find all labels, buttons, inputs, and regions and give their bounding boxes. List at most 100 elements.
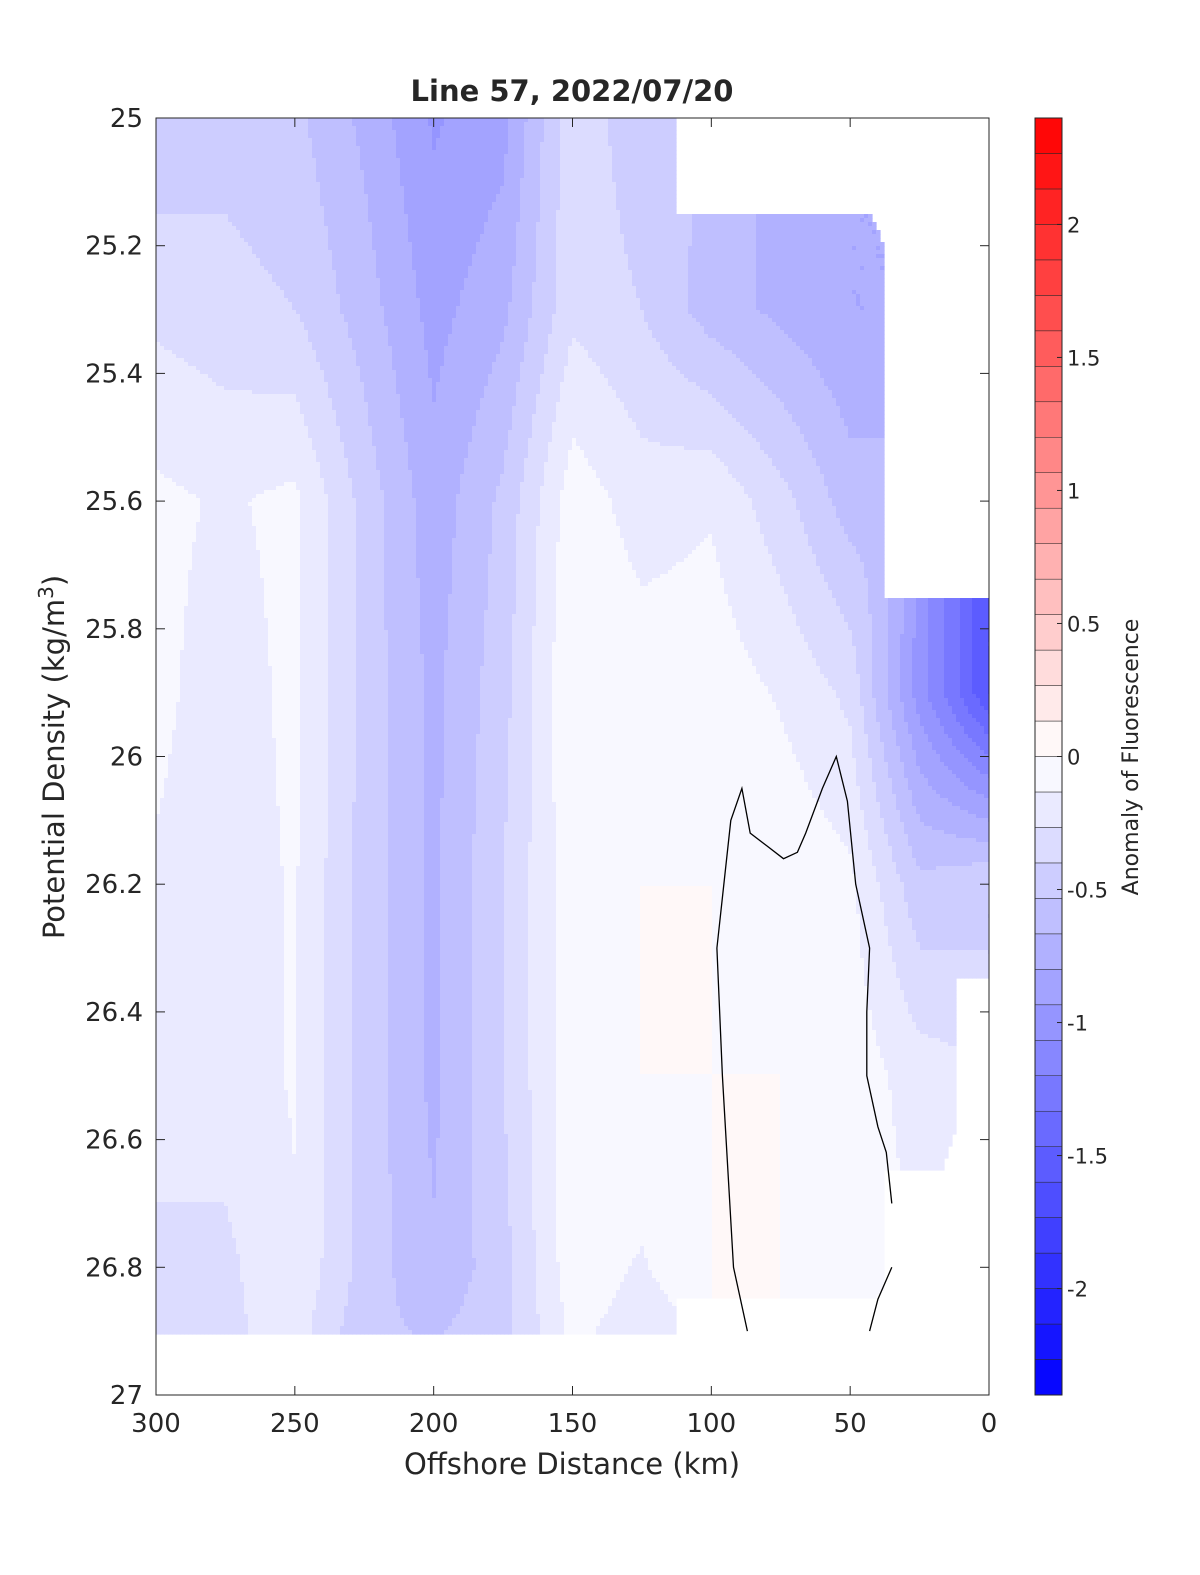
field-cell <box>168 146 173 151</box>
field-cell <box>684 234 689 239</box>
field-cell <box>372 186 377 191</box>
field-cell <box>176 174 181 179</box>
field-cell <box>708 246 713 251</box>
field-cell <box>336 182 341 187</box>
field-cell <box>524 150 529 155</box>
field-cell <box>232 250 237 255</box>
field-cell <box>648 146 653 151</box>
field-cell <box>520 242 525 247</box>
field-cell <box>660 194 665 199</box>
field-cell <box>220 150 225 155</box>
field-cell <box>352 214 357 219</box>
field-cell <box>464 242 469 247</box>
field-cell <box>232 150 237 155</box>
field-cell <box>496 230 501 235</box>
field-cell <box>232 142 237 147</box>
field-cell <box>788 242 793 247</box>
field-cell <box>220 130 225 135</box>
field-cell <box>312 206 317 211</box>
field-cell <box>664 150 669 155</box>
field-cell <box>432 158 437 163</box>
field-cell <box>264 194 269 199</box>
field-cell <box>400 218 405 223</box>
field-cell <box>344 174 349 179</box>
field-cell <box>180 230 185 235</box>
field-cell <box>308 158 313 163</box>
field-cell <box>488 234 493 239</box>
field-cell <box>472 226 477 231</box>
field-cell <box>204 222 209 227</box>
field-cell <box>524 234 529 239</box>
field-cell <box>632 234 637 239</box>
field-cell <box>708 234 713 239</box>
field-cell <box>544 162 549 167</box>
field-cell <box>452 234 457 239</box>
field-cell <box>176 242 181 247</box>
field-cell <box>336 190 341 195</box>
field-cell <box>172 186 177 191</box>
field-cell <box>544 134 549 139</box>
field-cell <box>616 242 621 247</box>
field-cell <box>268 126 273 131</box>
field-cell <box>368 242 373 247</box>
field-cell <box>472 218 477 223</box>
field-cell <box>232 174 237 179</box>
field-cell <box>428 238 433 243</box>
field-cell <box>228 142 233 147</box>
field-cell <box>420 118 425 123</box>
field-cell <box>244 202 249 207</box>
field-cell <box>404 162 409 167</box>
field-cell <box>452 130 457 135</box>
field-cell <box>272 118 277 123</box>
field-cell <box>244 170 249 175</box>
field-cell <box>628 178 633 183</box>
field-cell <box>476 222 481 227</box>
field-cell <box>180 146 185 151</box>
field-cell <box>220 226 225 231</box>
field-cell <box>392 170 397 175</box>
field-cell <box>864 218 869 223</box>
field-cell <box>668 210 673 215</box>
field-cell <box>520 182 525 187</box>
field-cell <box>448 210 453 215</box>
field-cell <box>564 178 569 183</box>
field-cell <box>632 142 637 147</box>
field-cell <box>288 198 293 203</box>
field-cell <box>560 230 565 235</box>
field-cell <box>472 146 477 151</box>
field-cell <box>420 182 425 187</box>
field-cell <box>340 242 345 247</box>
field-cell <box>672 178 677 183</box>
field-cell <box>768 242 773 247</box>
field-cell <box>564 130 569 135</box>
field-cell <box>824 238 829 243</box>
field-cell <box>212 214 217 219</box>
field-cell <box>664 182 669 187</box>
field-cell <box>564 134 569 139</box>
field-cell <box>700 250 705 255</box>
field-cell <box>604 226 609 231</box>
field-cell <box>492 174 497 179</box>
field-cell <box>264 126 269 131</box>
field-cell <box>640 162 645 167</box>
field-cell <box>264 158 269 163</box>
field-cell <box>428 178 433 183</box>
field-cell <box>216 182 221 187</box>
field-cell <box>644 218 649 223</box>
field-cell <box>340 158 345 163</box>
field-cell <box>724 250 729 255</box>
field-cell <box>348 122 353 127</box>
field-cell <box>464 206 469 211</box>
field-cell <box>408 142 413 147</box>
field-cell <box>332 178 337 183</box>
field-cell <box>636 166 641 171</box>
field-cell <box>600 210 605 215</box>
field-cell <box>512 162 517 167</box>
field-cell <box>412 254 417 259</box>
field-cell <box>164 178 169 183</box>
field-cell <box>284 210 289 215</box>
field-cell <box>636 178 641 183</box>
field-cell <box>300 190 305 195</box>
field-cell <box>580 150 585 155</box>
field-cell <box>520 206 525 211</box>
